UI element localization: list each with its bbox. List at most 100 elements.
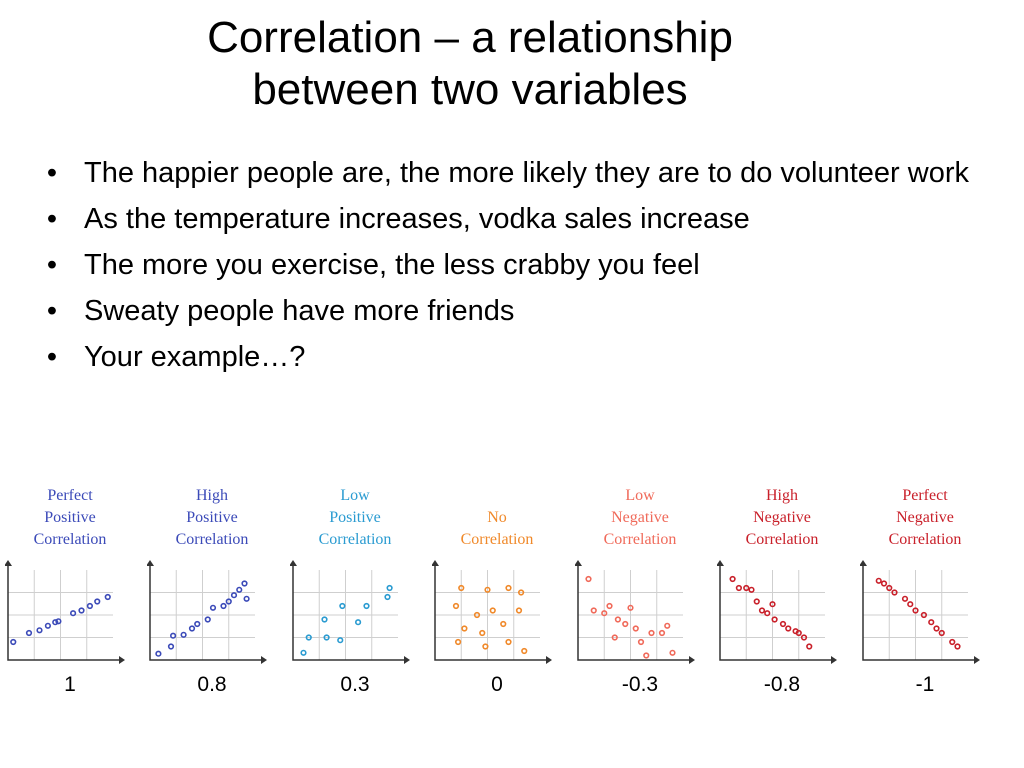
panel-title: High Negative Correlation [717, 485, 847, 551]
panel-title-line: Low [340, 487, 370, 504]
correlation-value: 1 [64, 673, 76, 696]
bullet-dot-icon: • [46, 295, 58, 327]
scatter-point [614, 616, 622, 623]
correlation-value: -1 [915, 673, 935, 696]
panel-title-line: High [196, 487, 228, 504]
scatter-point [209, 604, 217, 611]
scatter-point [384, 593, 391, 601]
x-axis-arrow-icon [974, 656, 980, 664]
scatter-point [771, 616, 778, 623]
scatter-point [949, 638, 956, 646]
bullet-text: As the temperature increases, vodka sale… [84, 203, 750, 235]
scatter-point [204, 616, 211, 623]
scatter-point [36, 627, 43, 634]
scatter-panel: Perfect Positive Correlation 1 [5, 485, 135, 715]
scatter-point [907, 601, 914, 608]
bullet-item: • The more you exercise, the less crabby … [42, 248, 972, 282]
scatter-point [243, 595, 250, 602]
scatter-point [779, 620, 787, 628]
scatter-plot [575, 560, 695, 664]
panel-title-line: Correlation [175, 531, 249, 548]
scatter-point [86, 602, 93, 610]
scatter-point [806, 643, 813, 650]
bullet-item: • Sweaty people have more friends [42, 294, 972, 328]
panel-title-line: No [487, 509, 507, 526]
scatter-panel: Perfect Negative Correlation -1 [860, 485, 990, 715]
scatter-point [505, 638, 512, 646]
scatter-point [891, 589, 898, 596]
bullet-item: • Your example…? [42, 340, 972, 374]
scatter-point [479, 629, 486, 637]
scatter-point [194, 620, 201, 628]
scatter-point [880, 580, 888, 587]
panel-title: Perfect Negative Correlation [860, 485, 990, 551]
scatter-point [305, 634, 312, 641]
scatter-point [643, 652, 650, 659]
panel-title: Low Negative Correlation [575, 485, 705, 551]
scatter-point [764, 610, 771, 617]
scatter-point [354, 619, 362, 626]
scatter-point [658, 629, 666, 637]
panel-title-line: Perfect [47, 487, 93, 504]
panel-title-line: Positive [44, 509, 96, 526]
panel-title-line: Negative [611, 509, 669, 526]
scatter-point [622, 620, 629, 628]
scatter-point [167, 643, 175, 650]
axes [149, 562, 265, 661]
panel-title: No Correlation [432, 507, 562, 551]
scatter-point [461, 625, 468, 632]
scatter-point [886, 584, 893, 592]
bullet-text: Your example…? [84, 341, 306, 373]
scatter-plot [5, 560, 125, 664]
panel-title-line: Correlation [603, 531, 677, 548]
scatter-point [94, 598, 101, 605]
panel-title-line: Correlation [460, 531, 534, 548]
scatter-point [323, 634, 330, 641]
bullet-dot-icon: • [46, 249, 58, 281]
scatter-point [220, 602, 227, 610]
axes [292, 562, 408, 661]
bullet-dot-icon: • [46, 203, 58, 235]
scatter-point [954, 643, 961, 650]
bullet-text: The happier people are, the more likely … [84, 157, 969, 189]
scatter-point [484, 586, 491, 593]
scatter-point [729, 575, 736, 583]
scatter-panel: No Correlation 0 [432, 485, 562, 715]
scatter-point [44, 622, 52, 629]
bullet-dot-icon: • [46, 341, 58, 373]
slide-title: Correlation – a relationship between two… [60, 12, 880, 116]
scatter-point [473, 611, 481, 619]
scatter-point [743, 584, 750, 592]
scatter-plot [290, 560, 410, 664]
scatter-point [241, 580, 248, 587]
scatter-point [611, 634, 618, 641]
bullet-text: Sweaty people have more friends [84, 295, 515, 327]
scatter-point [912, 607, 919, 614]
scatter-point [875, 577, 882, 584]
scatter-point [928, 619, 935, 626]
panel-title: High Positive Correlation [147, 485, 277, 551]
correlation-value: 0.8 [197, 673, 227, 696]
scatter-point [648, 629, 655, 637]
x-axis-arrow-icon [261, 656, 267, 664]
axes [434, 562, 550, 661]
scatter-point [455, 638, 462, 646]
panel-title-line: Perfect [902, 487, 948, 504]
axes [7, 562, 123, 661]
scatter-point [753, 598, 760, 605]
panel-title-line: Correlation [33, 531, 107, 548]
axes [577, 562, 693, 661]
x-axis-arrow-icon [404, 656, 410, 664]
scatter-point [180, 631, 187, 638]
bullet-item: • As the temperature increases, vodka sal… [42, 202, 972, 236]
scatter-point [69, 610, 77, 617]
scatter-point [482, 643, 489, 650]
scatter-point [236, 586, 243, 593]
scatter-point [933, 625, 940, 632]
y-axis-arrow-icon [575, 560, 582, 566]
scatter-point [500, 620, 507, 628]
scatter-point [452, 602, 460, 610]
panel-title-line: Correlation [745, 531, 819, 548]
scatter-point [337, 637, 344, 644]
scatter-point [155, 650, 162, 657]
